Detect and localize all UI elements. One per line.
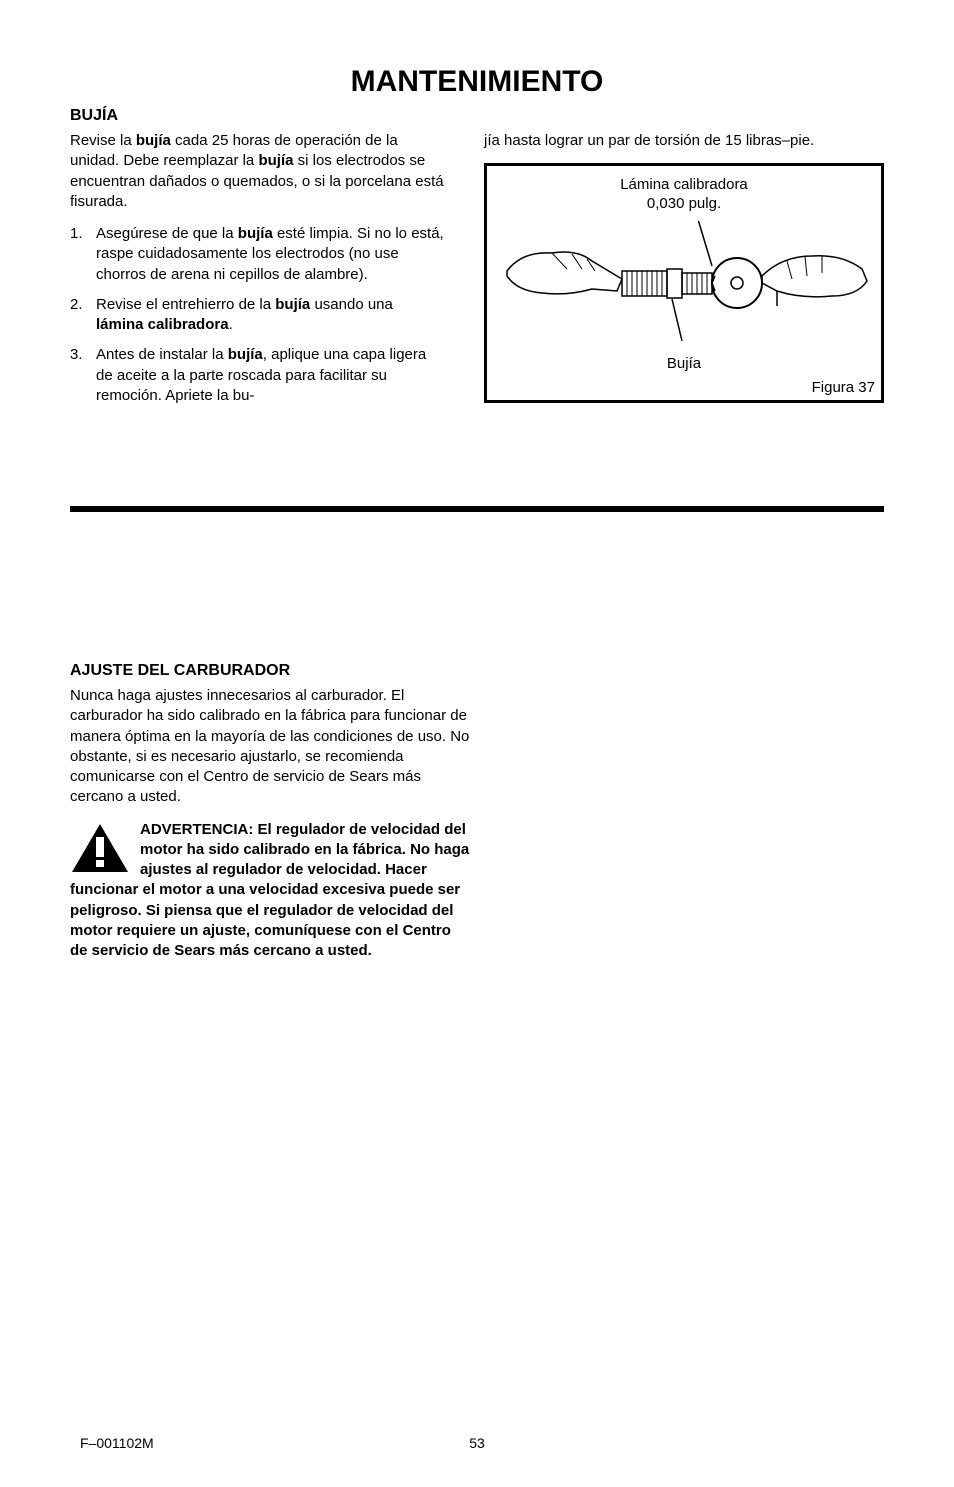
list-number: 1. — [70, 224, 96, 285]
left-column: Revise la bujía cada 25 horas de operaci… — [70, 131, 444, 416]
list-item-3: 3. Antes de instalar la bujía, aplique u… — [70, 345, 444, 406]
footer-document-code: F–001102M — [80, 1435, 280, 1451]
two-column-layout: Revise la bujía cada 25 horas de operaci… — [70, 131, 884, 416]
list-item-1: 1. Asegúrese de que la bujía esté limpia… — [70, 224, 444, 285]
footer-spacer — [674, 1435, 874, 1451]
figure-37: Lámina calibradora 0,030 pulg. — [484, 163, 884, 403]
page-title: MANTENIMIENTO — [70, 65, 884, 99]
list-text: Antes de instalar la bujía, aplique una … — [96, 345, 444, 406]
spark-plug-diagram-icon — [497, 221, 877, 351]
section-divider — [70, 506, 884, 512]
warning-block: ADVERTENCIA: El regulador de velocidad d… — [70, 820, 470, 962]
warning-triangle-icon — [70, 822, 130, 874]
list-text: Asegúrese de que la bujía esté limpia. S… — [96, 224, 444, 285]
figure-top-label: Lámina calibradora 0,030 pulg. — [487, 176, 881, 214]
continuation-text: jía hasta lograr un par de torsión de 15… — [484, 131, 884, 151]
figure-caption: Figura 37 — [812, 379, 875, 396]
list-number: 3. — [70, 345, 96, 406]
list-number: 2. — [70, 295, 96, 336]
footer-page-number: 53 — [377, 1435, 577, 1451]
section-carburador: AJUSTE DEL CARBURADOR Nunca haga ajustes… — [70, 662, 470, 961]
list-item-2: 2. Revise el entrehierro de la bujía usa… — [70, 295, 444, 336]
page-footer: F–001102M 53 — [80, 1435, 874, 1451]
intro-paragraph: Revise la bujía cada 25 horas de operaci… — [70, 131, 444, 212]
list-text: Revise el entrehierro de la bujía usando… — [96, 295, 444, 336]
section-carburador-heading: AJUSTE DEL CARBURADOR — [70, 662, 470, 680]
carburador-paragraph: Nunca haga ajustes innecesarios al carbu… — [70, 686, 470, 808]
section-bujia-heading: BUJÍA — [70, 107, 884, 125]
figure-bujia-label: Bujía — [487, 355, 881, 372]
right-column: jía hasta lograr un par de torsión de 15… — [484, 131, 884, 416]
